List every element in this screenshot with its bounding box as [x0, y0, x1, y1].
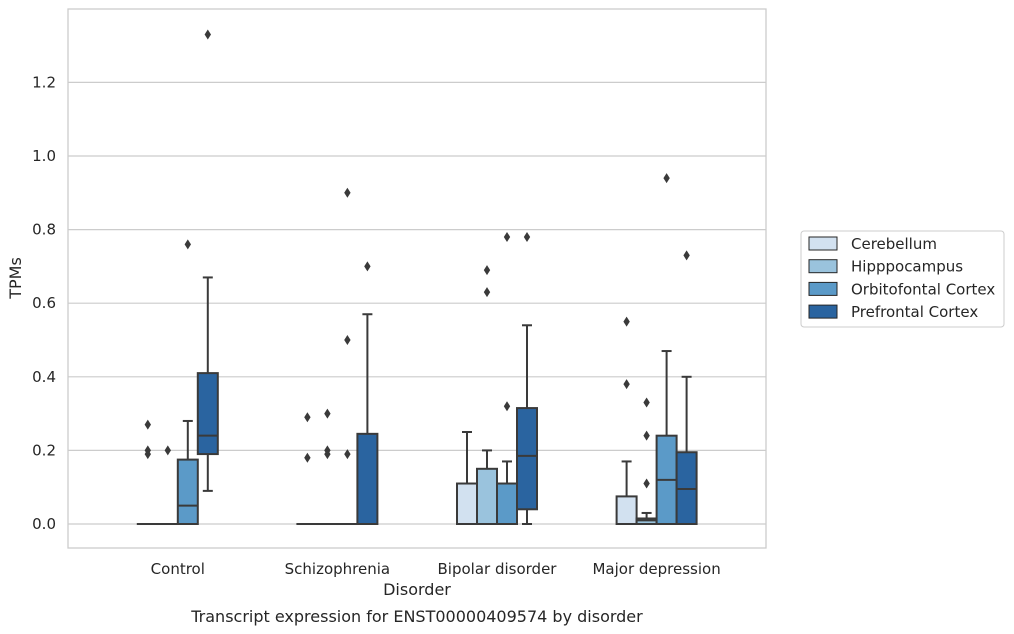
box-2-0	[456, 431, 478, 525]
box-2-3	[516, 231, 538, 525]
y-tick-label: 0.6	[32, 294, 56, 312]
box-3-2	[655, 173, 678, 525]
y-tick-label: 0.8	[32, 221, 56, 239]
plot-frame	[67, 8, 767, 549]
y-tick-label: 0.2	[32, 441, 56, 459]
legend: Cerebellum Hipppocampus Orbitofontal Corte…	[800, 230, 1005, 328]
legend-swatch	[808, 259, 838, 274]
box-0-2	[176, 239, 199, 526]
outlier-point	[324, 449, 331, 460]
outlier-point	[344, 335, 351, 345]
box-0-1	[156, 445, 179, 526]
boxes	[136, 29, 698, 526]
outlier-point	[304, 412, 311, 423]
legend-label: Prefrontal Cortex	[851, 303, 978, 321]
chart-caption: Transcript expression for ENST0000040957…	[190, 607, 643, 626]
iqr-box	[615, 495, 638, 525]
legend-frame	[800, 230, 1005, 328]
iqr-box	[476, 467, 498, 525]
box-1-3	[356, 261, 379, 525]
box-2-1	[476, 265, 498, 525]
x-tick-label: Bipolar disorder	[438, 560, 558, 578]
outlier-point	[204, 29, 211, 40]
outlier-point	[523, 231, 531, 242]
box-3-0	[615, 316, 638, 525]
outlier-point	[503, 401, 511, 412]
outlier-point	[643, 430, 650, 441]
outlier-point	[184, 239, 191, 250]
outlier-point	[164, 445, 171, 456]
legend-swatch	[808, 236, 838, 251]
outlier-point	[344, 187, 351, 198]
outlier-point	[304, 452, 311, 463]
y-tick-label: 1.0	[32, 147, 56, 165]
outlier-point	[364, 261, 371, 272]
outlier-point	[144, 419, 151, 430]
y-axis-title: TPMs	[6, 257, 25, 300]
x-axis-title: Disorder	[383, 580, 451, 599]
x-tick-label: Major depression	[592, 560, 720, 578]
iqr-box	[496, 482, 518, 525]
iqr-box	[356, 432, 379, 525]
outlier-point	[643, 478, 650, 489]
iqr-box	[456, 482, 478, 525]
legend-label: Orbitofontal Cortex	[851, 280, 995, 298]
outlier-point	[643, 397, 650, 408]
outlier-point	[683, 250, 690, 261]
legend-label: Hipppocampus	[851, 258, 963, 276]
box-3-1	[635, 397, 658, 525]
outlier-point	[503, 231, 511, 242]
box-1-1	[316, 408, 339, 526]
y-axis-ticks: 0.0 0.2 0.4 0.6 0.8 1.0 1.2	[32, 73, 56, 533]
outlier-point	[483, 265, 491, 276]
box-3-3	[675, 250, 698, 525]
outlier-point	[144, 449, 151, 460]
outlier-point	[483, 287, 491, 298]
legend-label: Cerebellum	[851, 235, 937, 253]
box-2-2	[496, 231, 518, 525]
box-1-0	[296, 412, 319, 526]
legend-swatch	[808, 304, 838, 319]
y-tick-label: 0.4	[32, 368, 56, 386]
x-axis-ticks: Control Schizophrenia Bipolar disorder Majo…	[151, 560, 721, 578]
box-1-2	[336, 187, 359, 526]
outlier-point	[324, 408, 331, 419]
x-tick-label: Control	[151, 560, 205, 578]
outlier-point	[623, 316, 630, 327]
x-tick-label: Schizophrenia	[285, 560, 390, 578]
iqr-box	[516, 407, 538, 511]
box-0-3	[196, 29, 219, 492]
outlier-point	[623, 379, 630, 390]
legend-swatch	[808, 281, 838, 296]
iqr-box	[176, 458, 199, 526]
outlier-point	[663, 173, 670, 184]
y-tick-label: 0.0	[32, 515, 56, 533]
outlier-point	[344, 449, 351, 460]
box-0-0	[136, 419, 159, 526]
gridlines	[68, 81, 766, 525]
iqr-box	[196, 372, 219, 456]
y-tick-label: 1.2	[32, 73, 56, 91]
